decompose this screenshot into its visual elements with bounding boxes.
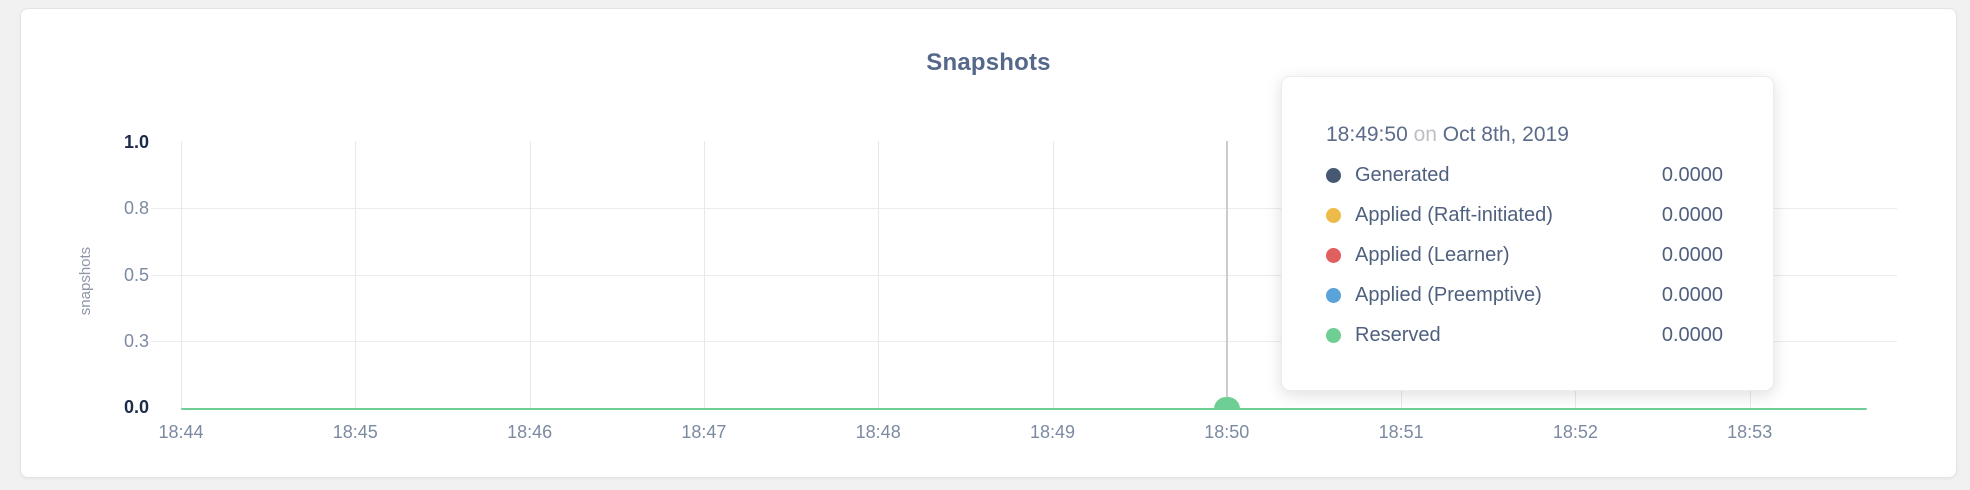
tooltip-row: Generated 0.0000 — [1326, 155, 1723, 195]
v-gridline — [1052, 141, 1054, 409]
series-value: 0.0000 — [1661, 323, 1723, 346]
series-name: Applied (Raft-initiated) — [1355, 203, 1553, 226]
tooltip-row: Applied (Learner) 0.0000 — [1326, 235, 1723, 275]
x-tick-label: 18:44 — [158, 422, 204, 442]
tooltip-connector: on — [1413, 123, 1437, 146]
plot-area[interactable] — [21, 9, 1956, 477]
v-gridline — [878, 141, 880, 409]
chart-card: Snapshots snapshots 1.0 0.8 0.5 0.3 0.0 18:4… — [20, 8, 1957, 478]
tooltip-row: Reserved 0.0000 — [1326, 315, 1723, 355]
series-name: Applied (Learner) — [1355, 243, 1510, 266]
tooltip-row: Applied (Preemptive) 0.0000 — [1326, 275, 1723, 315]
x-tick-label: 18:53 — [1727, 422, 1773, 442]
hover-tooltip: 18:49:50 on Oct 8th, 2019 Generated 0.000… — [1281, 76, 1774, 391]
series-name: Reserved — [1355, 323, 1441, 346]
chart-title: Snapshots — [926, 49, 1051, 76]
series-name: Generated — [1355, 163, 1450, 186]
v-gridline — [355, 141, 357, 409]
h-gridline — [151, 274, 1897, 276]
x-tick-label: 18:48 — [855, 422, 901, 442]
series-value: 0.0000 — [1661, 243, 1723, 266]
x-tick-label: 18:46 — [507, 422, 553, 442]
x-tick-label: 18:47 — [681, 422, 727, 442]
v-gridline — [529, 141, 531, 409]
series-color-dot — [1326, 247, 1341, 263]
y-tick-label: 1.0 — [123, 132, 149, 152]
series-color-dot — [1326, 167, 1341, 183]
series-value: 0.0000 — [1661, 163, 1723, 186]
y-tick-label: 0.0 — [123, 397, 149, 418]
series-color-dot — [1326, 287, 1341, 303]
series-color-dot — [1326, 327, 1341, 343]
tooltip-row: Applied (Raft-initiated) 0.0000 — [1326, 195, 1723, 235]
tooltip-header: 18:49:50 on Oct 8th, 2019 — [1326, 121, 1723, 149]
h-gridline — [151, 340, 1897, 342]
series-value: 0.0000 — [1661, 283, 1723, 306]
v-gridline — [181, 141, 182, 409]
x-tick-label: 18:49 — [1029, 422, 1076, 442]
tooltip-rows: Generated 0.0000 Applied (Raft-initiated) 0… — [1326, 155, 1723, 355]
y-tick-label: 0.3 — [123, 330, 149, 351]
v-gridline — [703, 141, 705, 409]
crosshair-line — [1226, 141, 1228, 409]
tooltip-date: Oct 8th, 2019 — [1442, 123, 1569, 146]
x-tick-label: 18:51 — [1378, 422, 1424, 442]
series-color-dot — [1326, 207, 1341, 223]
series-line-reserved — [181, 408, 1867, 410]
tooltip-time: 18:49:50 — [1326, 123, 1408, 146]
h-gridline — [151, 208, 1897, 210]
x-tick-label: 18:52 — [1552, 422, 1598, 442]
series-name: Applied (Preemptive) — [1355, 283, 1542, 306]
series-value: 0.0000 — [1661, 203, 1723, 226]
hover-point — [1214, 397, 1240, 409]
x-tick-label: 18:45 — [332, 422, 378, 442]
y-tick-label: 0.8 — [123, 198, 149, 219]
y-tick-label: 0.5 — [123, 264, 149, 285]
x-tick-label: 18:50 — [1204, 422, 1250, 442]
